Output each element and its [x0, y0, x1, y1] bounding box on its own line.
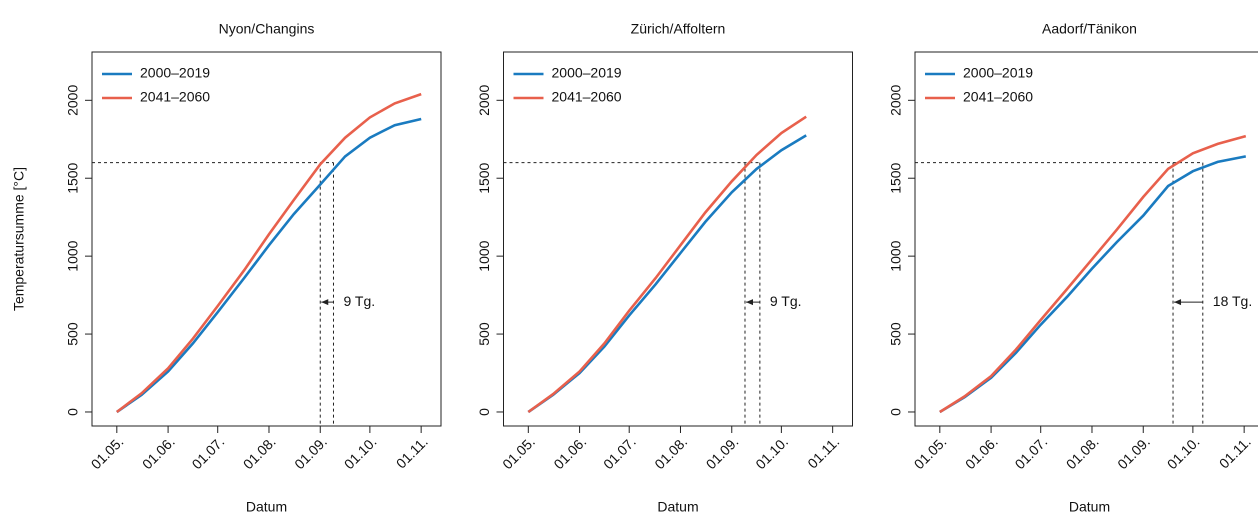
y-tick-label: 1500 — [888, 162, 904, 193]
y-tick-label: 0 — [476, 408, 492, 416]
series-line — [527, 134, 807, 414]
x-tick-label: 01.10. — [1164, 433, 1203, 472]
series-line — [116, 117, 422, 414]
x-tick-label: 01.07. — [1012, 433, 1051, 472]
x-tick-label: 01.10. — [752, 433, 791, 472]
annotation-text: 9 Tg. — [770, 293, 802, 309]
x-tick-label: 01.09. — [1114, 433, 1153, 472]
legend-label: 2041–2060 — [552, 89, 622, 105]
x-axis-label: Datum — [246, 499, 287, 515]
x-tick-label: 01.05. — [911, 433, 950, 472]
x-tick-label: 01.05. — [88, 433, 127, 472]
x-tick-label: 01.11. — [1216, 433, 1254, 471]
legend-label: 2000–2019 — [552, 65, 622, 81]
plot-frame — [91, 51, 442, 427]
legend-label: 2041–2060 — [140, 89, 210, 105]
plot-frame — [914, 51, 1258, 427]
series-line — [527, 115, 807, 414]
y-tick-label: 0 — [888, 408, 904, 416]
y-tick-label: 1000 — [65, 240, 81, 271]
x-tick-label: 01.06. — [962, 433, 1001, 472]
y-tick-label: 2000 — [65, 85, 81, 116]
y-axis-label: Temperatursumme [°C] — [11, 167, 27, 311]
x-tick-label: 01.11. — [804, 433, 842, 471]
series-line — [939, 134, 1247, 414]
chart-title: Zürich/Affoltern — [631, 21, 726, 37]
x-tick-label: 01.07. — [189, 433, 228, 472]
plot-frame — [503, 51, 853, 427]
legend-label: 2000–2019 — [963, 65, 1033, 81]
arrow-head — [321, 299, 329, 306]
arrow-head — [745, 299, 753, 306]
x-tick-label: 01.09. — [703, 433, 742, 472]
series-line — [939, 155, 1247, 414]
x-tick-label: 01.08. — [1063, 433, 1102, 472]
y-tick-label: 1500 — [476, 162, 492, 193]
x-tick-label: 01.09. — [291, 433, 330, 472]
x-tick-label: 01.10. — [341, 433, 380, 472]
x-tick-label: 01.08. — [240, 433, 279, 472]
x-tick-label: 01.06. — [139, 433, 178, 472]
x-tick-label: 01.08. — [651, 433, 690, 472]
y-tick-label: 1000 — [888, 240, 904, 271]
x-tick-label: 01.06. — [550, 433, 589, 472]
x-tick-label: 01.05. — [499, 433, 538, 472]
x-axis-label: Datum — [657, 499, 698, 515]
chart-title: Aadorf/Tänikon — [1042, 21, 1137, 37]
y-tick-label: 500 — [888, 322, 904, 346]
legend-label: 2041–2060 — [963, 89, 1033, 105]
y-tick-label: 0 — [65, 408, 81, 416]
y-tick-label: 500 — [65, 322, 81, 346]
y-tick-label: 2000 — [476, 85, 492, 116]
legend-label: 2000–2019 — [140, 65, 210, 81]
chart-title: Nyon/Changins — [219, 21, 315, 37]
y-tick-label: 500 — [476, 322, 492, 346]
x-axis-label: Datum — [1069, 499, 1110, 515]
y-tick-label: 1000 — [476, 240, 492, 271]
x-tick-label: 01.11. — [393, 433, 431, 471]
series-line — [116, 92, 422, 414]
y-tick-label: 1500 — [65, 162, 81, 193]
y-tick-label: 2000 — [888, 85, 904, 116]
x-tick-label: 01.07. — [600, 433, 639, 472]
arrow-head — [1174, 299, 1182, 306]
annotation-text: 9 Tg. — [343, 293, 375, 309]
annotation-text: 18 Tg. — [1213, 293, 1252, 309]
